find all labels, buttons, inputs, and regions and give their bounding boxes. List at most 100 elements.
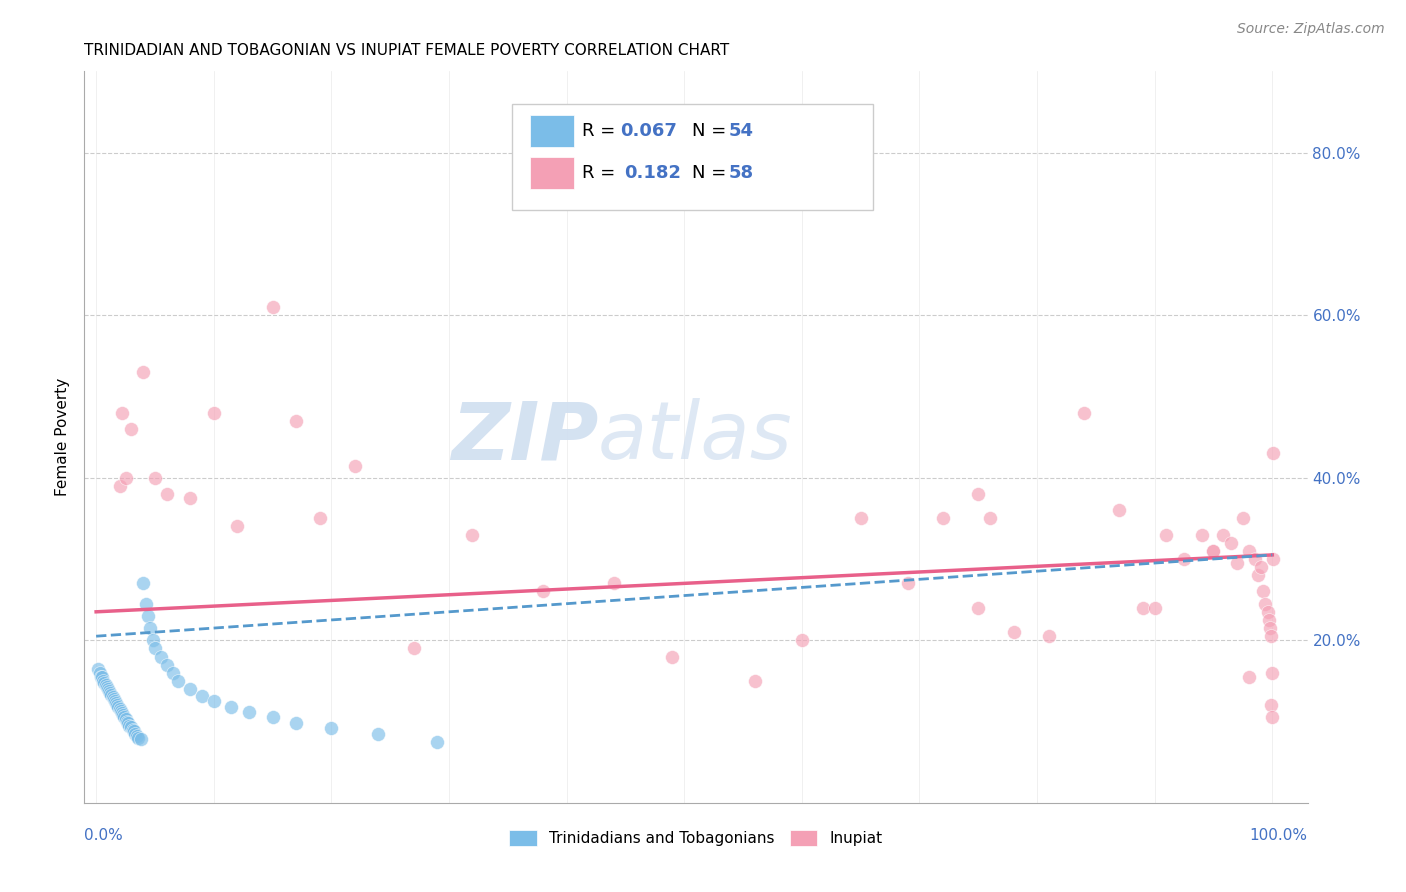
Point (124, 727, 146, 741)
Point (1002, 625, 1025, 640)
Point (367, 727, 389, 741)
Text: 54: 54 (728, 121, 754, 140)
Point (1132, 600, 1154, 615)
Point (1258, 621, 1281, 635)
Point (744, 673, 766, 688)
Point (129, 732, 152, 747)
Point (98, 686, 121, 700)
Point (1260, 698, 1282, 713)
Point (202, 406, 225, 420)
Text: atlas: atlas (598, 398, 793, 476)
Point (90, 670, 112, 684)
Text: ZIP: ZIP (451, 398, 598, 476)
Text: R =: R = (582, 164, 627, 182)
Point (114, 712, 136, 726)
Point (115, 714, 138, 729)
Point (1263, 446, 1285, 460)
Point (308, 511, 330, 525)
Text: 100.0%: 100.0% (1250, 829, 1308, 844)
Point (932, 511, 955, 525)
Point (97, 681, 120, 696)
Text: 0.182: 0.182 (624, 164, 681, 182)
Point (1243, 552, 1265, 566)
Point (112, 710, 135, 724)
Point (191, 689, 214, 703)
Text: N =: N = (692, 164, 733, 182)
Point (135, 597, 157, 611)
Point (139, 621, 162, 635)
Point (897, 576, 920, 591)
Point (1202, 544, 1225, 558)
Point (107, 699, 129, 714)
Point (120, 720, 142, 734)
Point (967, 600, 990, 615)
Point (120, 422, 142, 436)
Point (96, 680, 118, 694)
Point (1226, 556, 1249, 570)
Point (149, 649, 172, 664)
Point (661, 649, 683, 664)
Point (117, 716, 139, 731)
Point (105, 698, 128, 713)
Point (1261, 665, 1284, 680)
Point (94, 678, 117, 692)
Text: 0.067: 0.067 (620, 121, 678, 140)
Point (402, 641, 425, 656)
Point (531, 584, 554, 599)
Point (967, 487, 990, 501)
Text: 0.0%: 0.0% (84, 829, 124, 844)
Point (121, 723, 143, 737)
Point (1254, 597, 1277, 611)
Point (132, 365, 155, 379)
Point (1173, 552, 1195, 566)
Point (343, 458, 366, 473)
Point (1232, 511, 1254, 525)
Point (1263, 552, 1285, 566)
Point (221, 699, 243, 714)
Point (321, 721, 343, 735)
Point (112, 708, 135, 723)
Point (238, 705, 260, 719)
Text: 58: 58 (728, 164, 754, 182)
Point (1260, 629, 1282, 643)
FancyBboxPatch shape (530, 114, 574, 146)
Point (167, 673, 190, 688)
Point (103, 691, 125, 706)
Text: N =: N = (692, 121, 733, 140)
Point (98, 683, 121, 698)
Point (132, 576, 155, 591)
Point (108, 479, 131, 493)
Point (1156, 527, 1178, 541)
Point (162, 665, 184, 680)
Point (127, 729, 149, 743)
Point (101, 690, 124, 705)
Point (1202, 544, 1225, 558)
Point (1257, 613, 1279, 627)
Text: TRINIDADIAN AND TOBAGONIAN VS INUPIAT FEMALE POVERTY CORRELATION CHART: TRINIDADIAN AND TOBAGONIAN VS INUPIAT FE… (84, 43, 730, 58)
Point (1257, 605, 1279, 619)
Text: Source: ZipAtlas.com: Source: ZipAtlas.com (1237, 22, 1385, 37)
Point (142, 633, 165, 648)
Point (156, 657, 179, 672)
Point (262, 710, 284, 724)
Point (1220, 535, 1243, 549)
Point (262, 300, 284, 314)
Point (105, 696, 128, 710)
Point (111, 706, 134, 721)
Point (100, 688, 122, 702)
Point (790, 633, 813, 648)
Point (849, 511, 872, 525)
Point (143, 641, 166, 656)
Point (1247, 568, 1270, 582)
Point (1251, 584, 1274, 599)
Point (1237, 670, 1260, 684)
Point (1261, 710, 1284, 724)
Point (87, 662, 110, 676)
Point (136, 608, 159, 623)
Legend: Trinidadians and Tobagonians, Inupiat: Trinidadians and Tobagonians, Inupiat (509, 830, 883, 847)
Point (93, 675, 115, 690)
Point (114, 471, 136, 485)
Point (143, 471, 166, 485)
Point (122, 724, 145, 739)
Point (1250, 560, 1272, 574)
